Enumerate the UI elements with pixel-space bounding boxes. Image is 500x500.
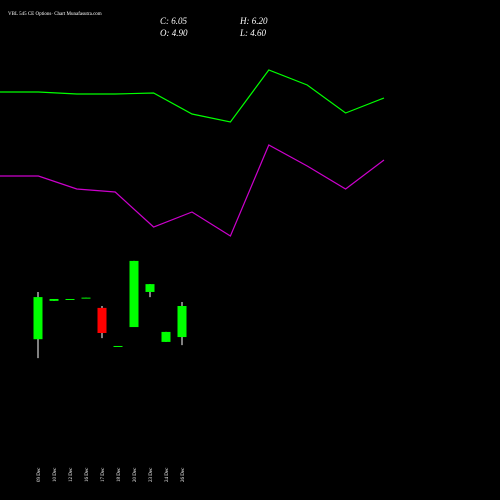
candle-body [49, 298, 59, 301]
x-tick-label: 17 Dec [101, 467, 106, 482]
candle-body [65, 298, 75, 300]
chart-title: VBL 545 CE Options· Chart Munafasutra.co… [8, 12, 102, 17]
x-tick-label: 12 Dec [69, 467, 74, 482]
candle-body [113, 345, 123, 347]
x-tick-label: 23 Dec [149, 467, 154, 482]
candle-body [33, 297, 43, 340]
candle-body [97, 307, 107, 333]
candle-body [81, 297, 91, 299]
candle-body [145, 284, 155, 292]
x-tick-label: 26 Dec [181, 467, 186, 482]
x-tick-label: 24 Dec [165, 467, 170, 482]
line [0, 69, 385, 123]
close-label: C: 6.05 [160, 16, 188, 26]
x-tick-label: 20 Dec [133, 467, 138, 482]
x-tick-label: 10 Dec [53, 467, 58, 482]
x-tick-label: 16 Dec [85, 467, 90, 482]
open-label: O: 4.90 [160, 28, 188, 38]
low-label: L: 4.60 [239, 28, 267, 38]
line [0, 144, 385, 237]
high-label: H: 6.20 [239, 16, 268, 26]
candle-body [177, 306, 187, 338]
candle-body [129, 260, 139, 328]
x-tick-label: 09 Dec [37, 467, 42, 482]
candle-body [161, 331, 171, 342]
x-tick-label: 18 Dec [117, 467, 122, 482]
